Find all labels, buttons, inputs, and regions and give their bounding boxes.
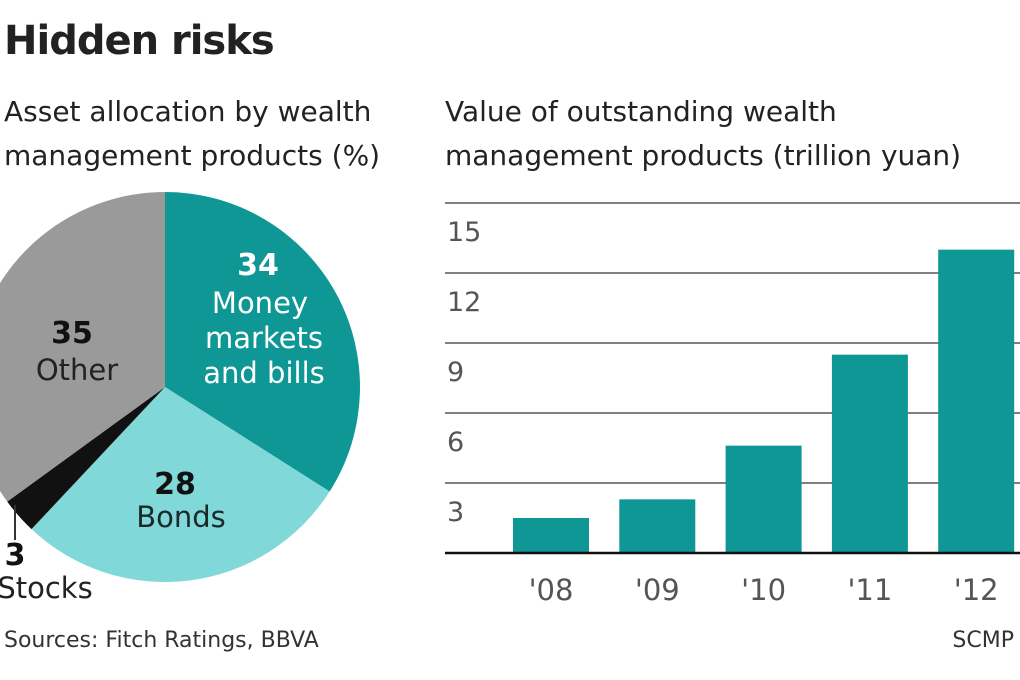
page-title: Hidden risks [4, 18, 275, 64]
pie-slice-other [0, 192, 165, 502]
bar-chart-title: Value of outstanding wealth management p… [445, 90, 961, 178]
pie-category-label: Money [212, 286, 308, 320]
pie-category-label: Bonds [136, 500, 226, 534]
pie-category-label: and bills [203, 356, 324, 390]
bar-title-line: management products (trillion yuan) [445, 139, 962, 172]
pie-chart-title: Asset allocation by wealth management pr… [4, 90, 380, 178]
x-tick-label: '08 [529, 573, 574, 607]
pie-value-label: 34 [237, 248, 279, 283]
pie-value-label: 3 [5, 538, 26, 573]
pie-category-label: markets [205, 321, 323, 355]
x-tick-label: '12 [954, 573, 999, 607]
y-tick-label: 15 [447, 217, 481, 248]
credit: SCMP [952, 628, 1014, 653]
x-tick-label: '11 [847, 573, 892, 607]
bar-title-line: Value of outstanding wealth [445, 95, 837, 128]
y-tick-label: 9 [447, 357, 464, 388]
pie-title-line: management products (%) [4, 139, 381, 172]
pie-value-label: 28 [154, 467, 196, 502]
bar [619, 499, 696, 553]
x-tick-label: '09 [635, 573, 680, 607]
pie-category-label: Other [36, 353, 118, 387]
source-note: Sources: Fitch Ratings, BBVA [4, 628, 319, 653]
y-tick-label: 6 [447, 427, 464, 458]
pie-value-label: 35 [51, 316, 93, 351]
x-tick-label: '10 [741, 573, 786, 607]
bar [938, 249, 1015, 553]
y-tick-label: 3 [447, 497, 464, 528]
bar [513, 518, 589, 553]
pie-slice-stocks [7, 387, 166, 530]
bar [725, 445, 802, 553]
y-tick-label: 12 [447, 287, 481, 318]
pie-title-line: Asset allocation by wealth [4, 95, 372, 128]
pie-slice-money-markets-and-bills [165, 192, 360, 492]
bar [831, 354, 908, 553]
pie-category-label: Stocks [0, 571, 93, 605]
pie-slice-bonds [31, 387, 330, 582]
